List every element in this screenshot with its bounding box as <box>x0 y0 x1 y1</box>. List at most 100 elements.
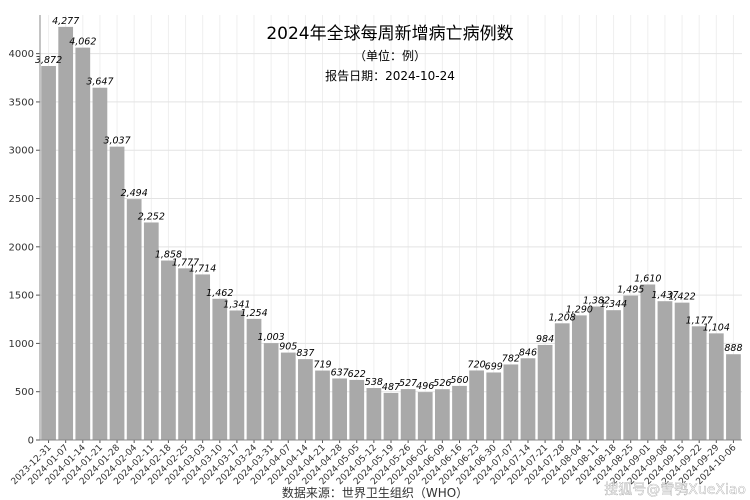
bar-2024-01-14 <box>75 47 91 440</box>
bar-value-label: 1,104 <box>703 322 730 333</box>
bar-value-label: 4,277 <box>52 16 79 27</box>
value-labels-layer: 3,872 4,277 4,062 3,647 3,037 2,494 2,252 1,858… <box>35 16 743 393</box>
bar-2024-07-14 <box>520 358 536 440</box>
bar-2024-04-28 <box>332 378 347 440</box>
y-axis: 0 500 1000 1500 2000 2500 3000 3500 4000 <box>9 15 41 447</box>
bar-2024-01-28 <box>109 146 125 440</box>
bar-value-label: 1,495 <box>617 285 644 296</box>
bar-2024-05-12 <box>366 388 382 440</box>
x-axis: 2023-12-312024-01-072024-01-142024-01-21… <box>10 439 742 487</box>
y-tick-label: 500 <box>15 387 34 398</box>
bar-2024-03-31 <box>263 343 279 440</box>
watermark: 搜狐号@雪鸮XueXiao <box>604 481 746 498</box>
y-tick-label: 2000 <box>9 242 34 253</box>
bar-value-label: 4,062 <box>69 37 96 48</box>
bar-value-label: 905 <box>279 342 297 353</box>
bar-value-label: 1,462 <box>206 288 233 299</box>
bar-value-label: 526 <box>433 378 451 389</box>
bar-2024-06-02 <box>417 392 433 440</box>
bar-2024-02-04 <box>126 199 142 440</box>
bar-2024-01-07 <box>58 26 74 441</box>
bar-2024-01-21 <box>92 87 108 440</box>
bar-2024-09-29 <box>708 333 724 440</box>
bar-2024-02-11 <box>143 222 159 440</box>
bar-2024-04-14 <box>298 359 313 440</box>
bar-2024-06-09 <box>435 389 450 440</box>
bar-value-label: 1,777 <box>172 257 199 268</box>
bar-2024-07-21 <box>537 344 553 440</box>
bar-2024-05-26 <box>400 389 416 440</box>
y-tick-label: 3500 <box>9 97 34 108</box>
bar-2024-07-07 <box>503 364 519 440</box>
bar-value-label: 2,494 <box>121 188 148 199</box>
bar-value-label: 719 <box>313 360 331 371</box>
bar-value-label: 720 <box>468 359 486 370</box>
bar-value-label: 1,714 <box>189 263 216 274</box>
bar-2024-03-24 <box>246 318 262 440</box>
bar-2024-07-28 <box>554 323 570 440</box>
bar-value-label: 888 <box>724 343 742 354</box>
bar-value-label: 538 <box>365 377 383 388</box>
bar-2023-12-31 <box>41 66 56 440</box>
bar-value-label: 1,341 <box>223 299 250 310</box>
bar-2024-03-10 <box>212 298 228 440</box>
bar-2024-09-22 <box>691 326 707 440</box>
y-tick-label: 1500 <box>9 291 34 302</box>
bar-2024-04-07 <box>280 352 296 440</box>
bar-value-label: 846 <box>519 347 537 358</box>
bar-2024-08-04 <box>571 315 587 440</box>
bar-value-label: 837 <box>296 348 314 359</box>
bar-2024-06-30 <box>486 372 502 440</box>
chart-unit-subtitle: （单位：例） <box>354 48 426 63</box>
bar-2024-08-18 <box>606 310 621 440</box>
data-source: 数据来源：世界卫生组织（WHO） <box>282 485 468 500</box>
bar-2024-03-17 <box>229 310 245 440</box>
bar-value-label: 560 <box>450 375 468 386</box>
bar-2024-09-01 <box>640 284 656 440</box>
bar-value-label: 1,422 <box>668 292 695 303</box>
bar-value-label: 3,872 <box>35 55 62 66</box>
bar-2024-10-06 <box>726 354 741 440</box>
bar-value-label: 782 <box>502 353 520 364</box>
bar-2024-04-21 <box>315 370 330 440</box>
bar-2024-05-19 <box>383 392 399 440</box>
bar-value-label: 527 <box>399 378 417 389</box>
bar-value-label: 984 <box>536 334 554 345</box>
bar-value-label: 637 <box>331 367 349 378</box>
bar-value-label: 1,437 <box>651 290 678 301</box>
bar-2024-06-23 <box>469 370 484 440</box>
bar-value-label: 1,382 <box>583 296 610 307</box>
y-tick-label: 1000 <box>9 339 34 350</box>
bar-2024-03-03 <box>195 274 211 440</box>
bar-value-label: 1,344 <box>600 299 627 310</box>
bar-2024-09-08 <box>657 301 673 440</box>
bars-layer <box>41 26 741 441</box>
bar-2024-02-18 <box>161 260 176 440</box>
y-tick-label: 3000 <box>9 146 34 157</box>
bar-value-label: 622 <box>348 369 366 380</box>
bar-value-label: 1,610 <box>634 273 661 284</box>
chart-title: 2024年全球每周新增病亡病例数 <box>266 24 513 44</box>
bar-value-label: 1,208 <box>549 312 576 323</box>
y-tick-label: 2500 <box>9 194 34 205</box>
report-date-subtitle: 报告日期：2024-10-24 <box>325 68 455 83</box>
bar-2024-02-25 <box>178 268 193 440</box>
bar-value-label: 1,858 <box>155 250 182 261</box>
bar-2024-09-15 <box>674 302 690 440</box>
bar-2024-06-16 <box>452 385 467 440</box>
bar-2024-08-25 <box>623 295 639 440</box>
bar-value-label: 1,177 <box>686 315 713 326</box>
bar-value-label: 3,647 <box>86 77 113 88</box>
bar-value-label: 496 <box>416 381 434 392</box>
bar-value-label: 2,252 <box>138 211 165 222</box>
bar-value-label: 487 <box>382 382 400 393</box>
bar-2024-08-11 <box>589 306 604 440</box>
bar-value-label: 1,254 <box>240 308 267 319</box>
y-tick-label: 4000 <box>9 49 34 60</box>
bar-2024-05-05 <box>349 379 365 440</box>
bar-value-label: 3,037 <box>103 136 130 147</box>
bar-value-label: 1,003 <box>258 332 285 343</box>
y-tick-label: 0 <box>28 436 34 447</box>
bar-value-label: 699 <box>485 361 503 372</box>
